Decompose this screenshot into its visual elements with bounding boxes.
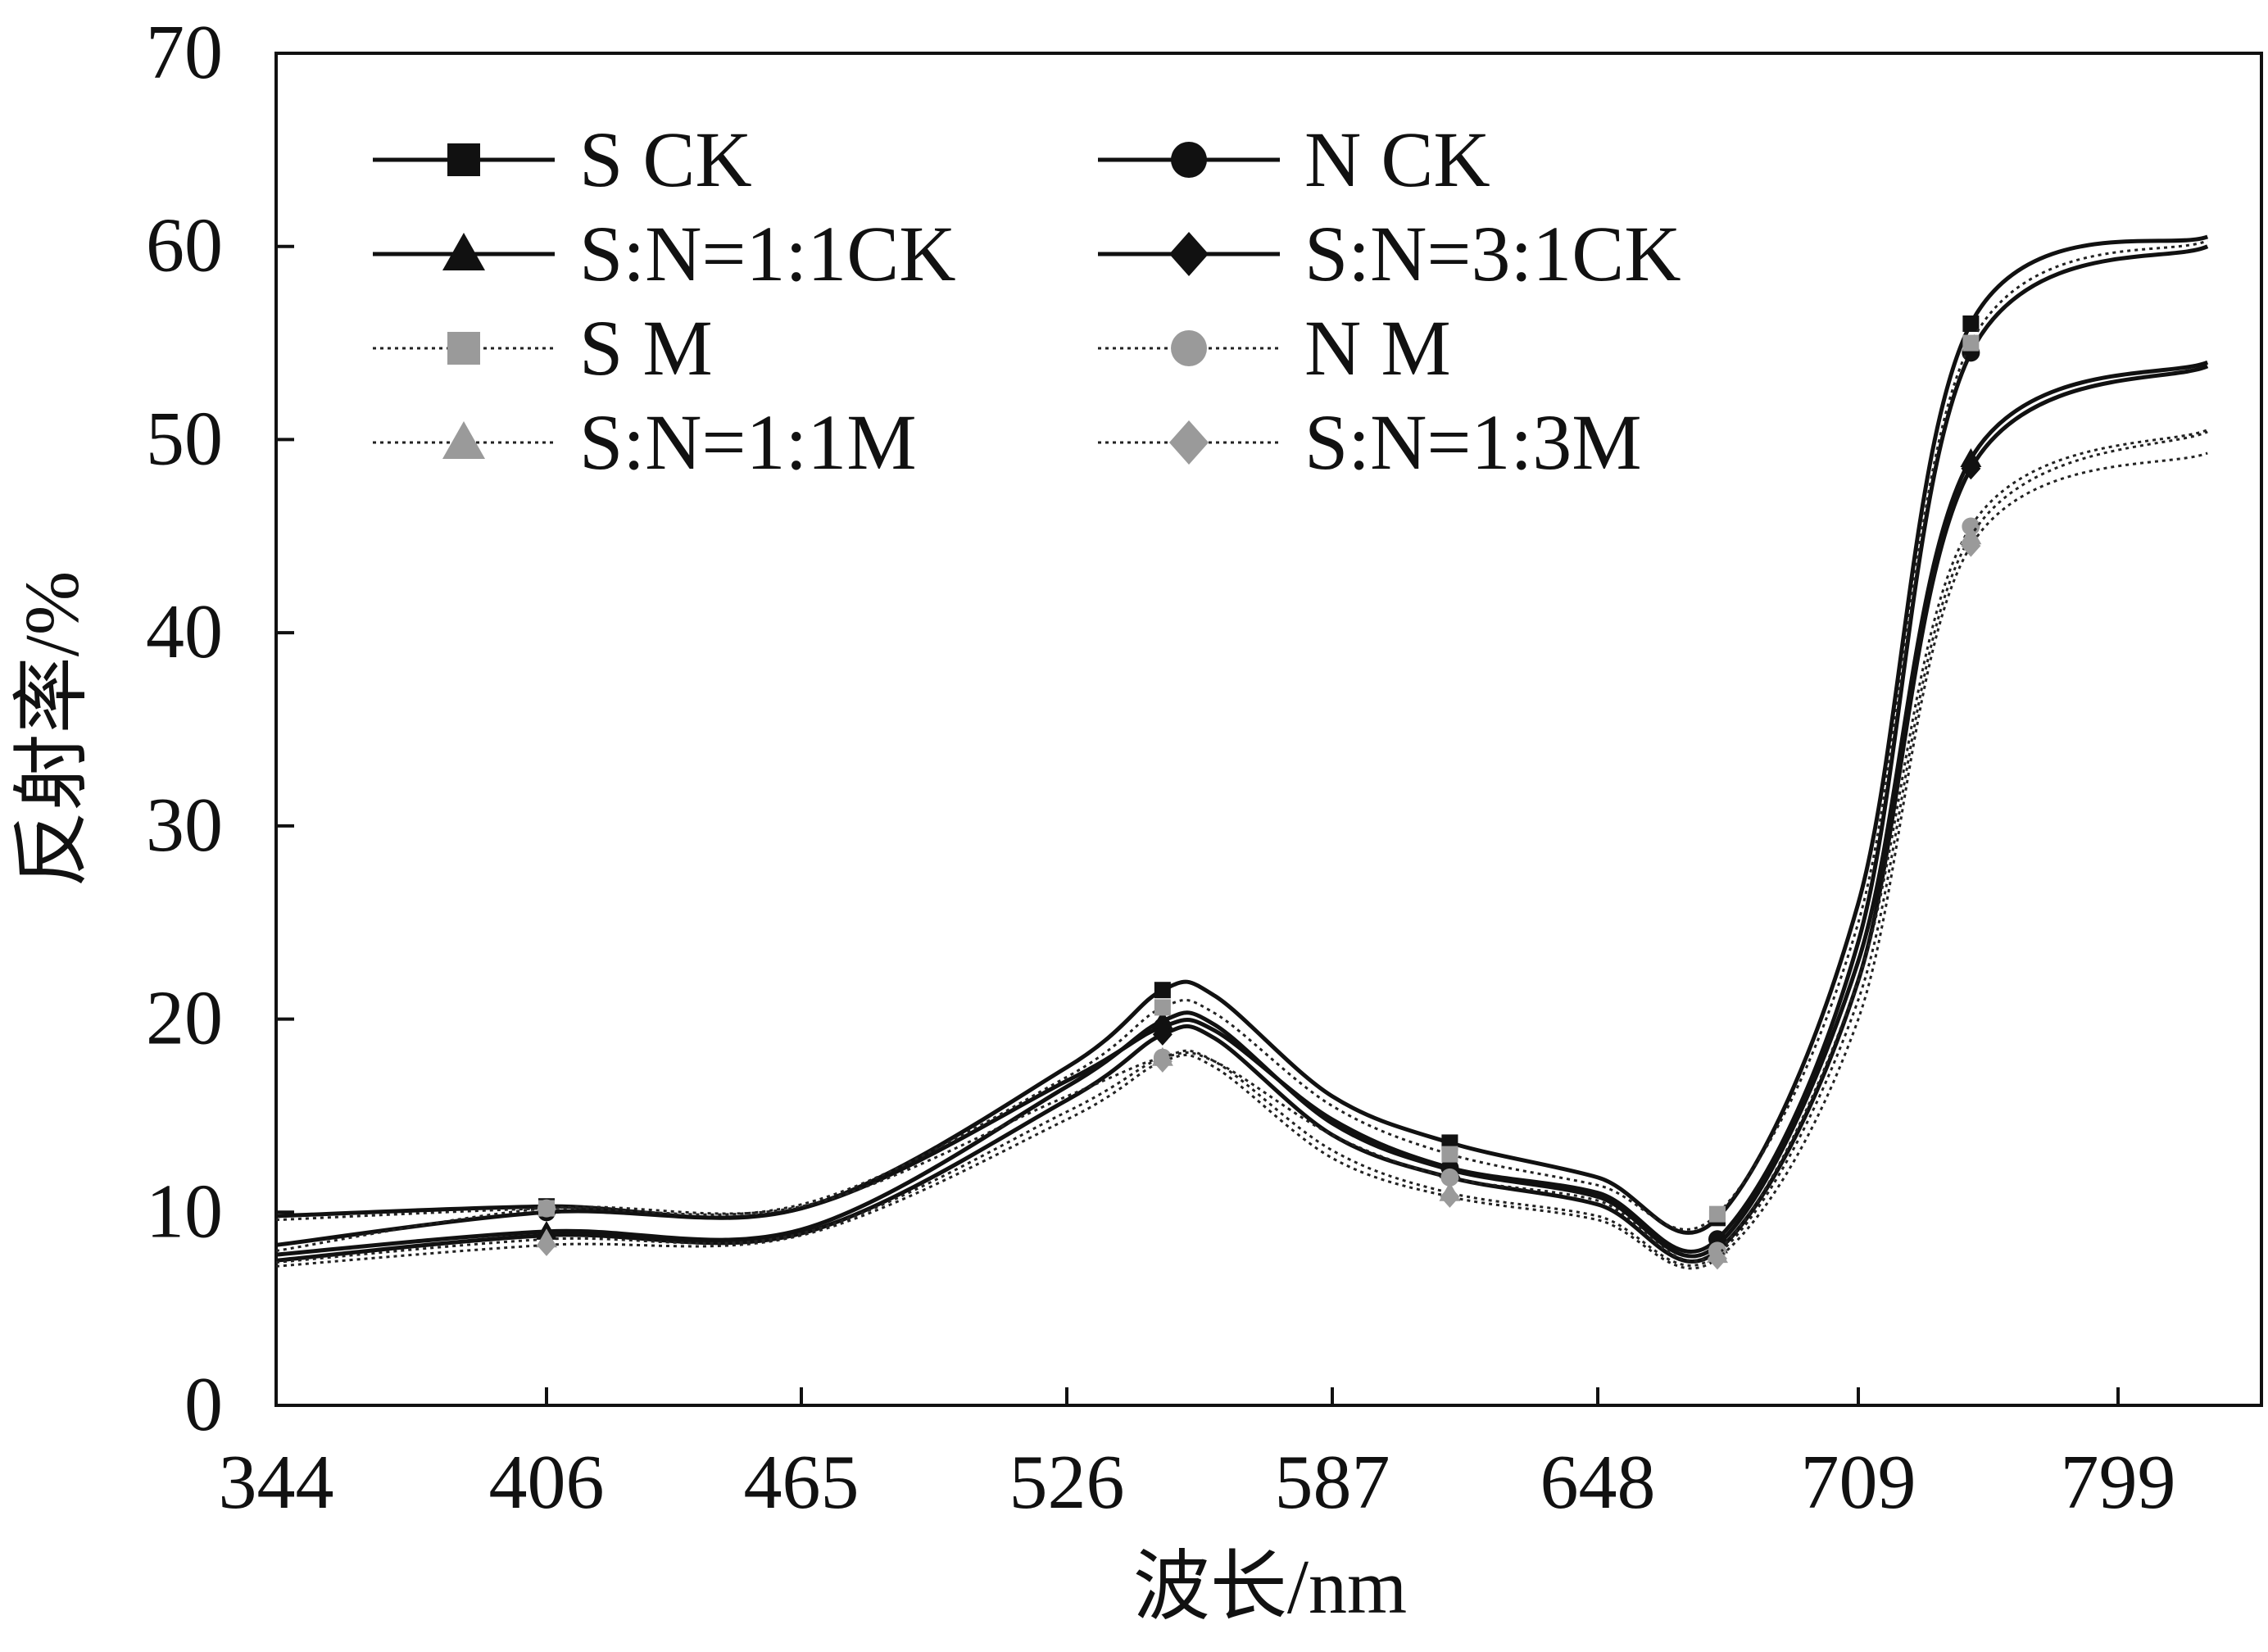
y-tick-label: 20 — [146, 976, 223, 1061]
data-point-marker — [538, 1199, 556, 1218]
x-axis-title: 波长/nm — [1133, 1545, 1407, 1630]
legend-marker — [1171, 142, 1207, 178]
y-tick-label: 50 — [146, 396, 223, 481]
x-tick-label: 406 — [489, 1440, 605, 1525]
y-tick-label: 40 — [146, 589, 223, 674]
y-tick-label: 10 — [146, 1169, 223, 1254]
legend-label: S:N=1:1CK — [579, 210, 956, 297]
x-tick-label: 648 — [1540, 1440, 1656, 1525]
series-line — [275, 430, 2208, 1267]
y-axis: 0 10 20 30 40 50 60 70 — [146, 10, 294, 1447]
data-point-marker — [1962, 315, 1980, 332]
x-tick-label: 799 — [2061, 1440, 2176, 1525]
data-point-marker — [1961, 457, 1981, 480]
legend-marker — [1169, 420, 1209, 465]
x-tick-label: 344 — [219, 1440, 334, 1525]
legend: S CK N CK S:N=1:1CK S:N=3:1CK S M N M S:N=1:1M… — [373, 116, 1681, 486]
series-line — [275, 244, 2209, 1254]
legend-marker — [447, 332, 480, 365]
legend-marker — [1171, 330, 1207, 366]
data-point-marker — [1708, 1205, 1726, 1223]
legend-marker — [1169, 232, 1209, 276]
series-lines — [275, 234, 2209, 1270]
y-axis-title: 反射率/% — [10, 571, 95, 887]
x-axis: 344 406 465 526 587 648 709 799 — [219, 1387, 2176, 1525]
legend-label: S M — [579, 304, 713, 392]
data-point-marker — [1151, 1010, 1173, 1029]
series-line — [275, 239, 2208, 1231]
series-line — [275, 364, 2209, 1264]
x-tick-label: 709 — [1801, 1440, 1916, 1525]
data-point-marker — [1154, 999, 1171, 1016]
legend-label: S:N=1:1M — [579, 398, 917, 486]
y-tick-label: 0 — [184, 1362, 223, 1447]
data-point-marker — [1962, 334, 1980, 352]
legend-marker — [442, 233, 485, 270]
data-point-marker — [1154, 982, 1171, 999]
x-tick-label: 465 — [744, 1440, 860, 1525]
data-point-marker — [537, 1233, 556, 1256]
legend-marker — [447, 143, 480, 176]
data-point-marker — [1441, 1146, 1458, 1163]
data-point-marker — [1152, 1023, 1173, 1046]
data-point-marker — [1440, 1185, 1460, 1208]
plot-frame — [274, 52, 2263, 1407]
x-tick-label: 587 — [1275, 1440, 1390, 1525]
legend-label: N CK — [1304, 116, 1490, 203]
data-point-marker — [1961, 534, 1981, 557]
y-tick-label: 30 — [146, 783, 223, 868]
series-line — [275, 360, 2209, 1259]
legend-label: S:N=1:3M — [1304, 398, 1642, 486]
data-point-marker — [1707, 1247, 1727, 1270]
legend-label: S CK — [579, 116, 752, 203]
y-tick-label: 60 — [146, 203, 223, 288]
y-tick-label: 70 — [146, 10, 223, 95]
data-point-marker — [1152, 1050, 1173, 1073]
series-line — [275, 234, 2209, 1235]
legend-label: N M — [1304, 304, 1451, 392]
legend-marker — [442, 421, 485, 459]
x-tick-label: 526 — [1009, 1440, 1125, 1525]
data-point-marker — [1440, 1168, 1459, 1187]
series-line — [275, 429, 2208, 1263]
legend-label: S:N=3:1CK — [1304, 210, 1681, 297]
